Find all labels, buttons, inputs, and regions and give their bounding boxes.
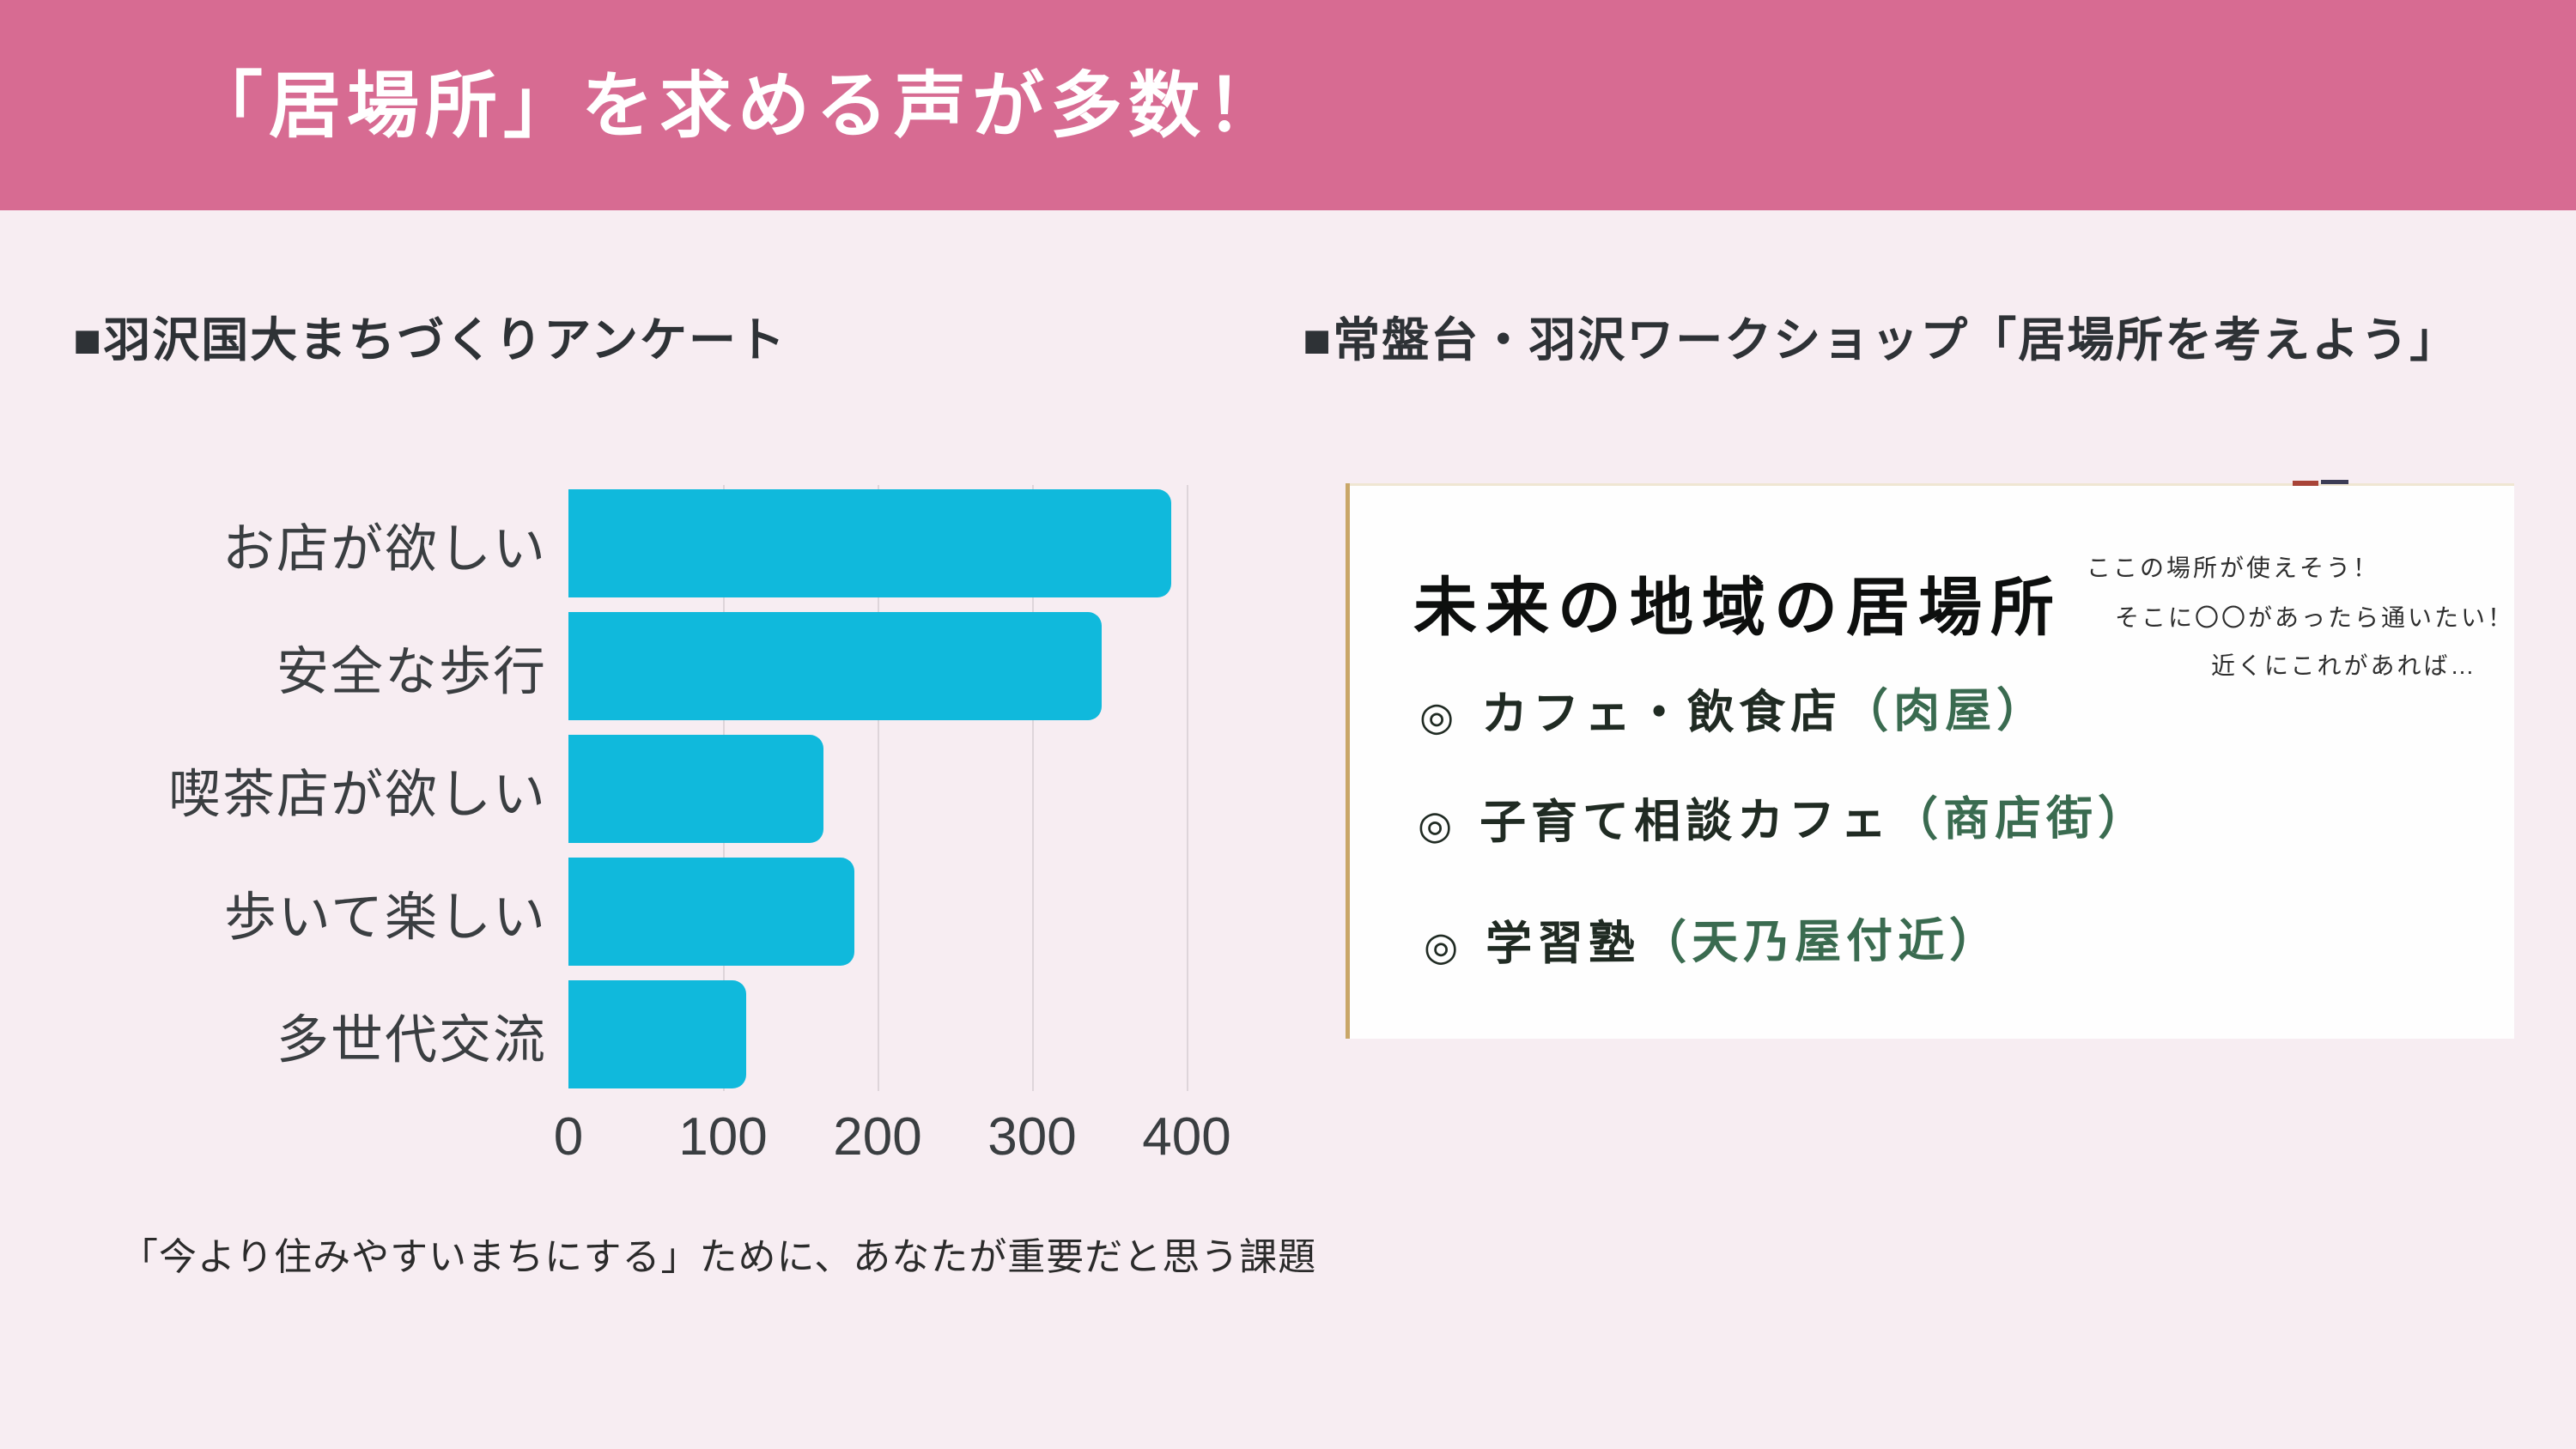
bar-row xyxy=(568,489,1187,597)
survey-section-heading: ■羽沢国大まちづくりアンケート xyxy=(73,313,787,367)
gridline-200 xyxy=(878,485,879,1091)
bar-row xyxy=(568,980,1187,1088)
bullet-circle-icon: ◎ xyxy=(1417,802,1458,847)
cropped-text-mark-red xyxy=(2293,481,2318,486)
bar-安全な歩行 xyxy=(568,612,1102,720)
card-title: 未来の地域の居場所 xyxy=(1413,572,2063,643)
card-bullet-item: ◎ 子育て相談カフェ（商店街） xyxy=(1417,792,2150,849)
card-bullet-item: ◎ 学習塾（天乃屋付近） xyxy=(1423,914,2002,970)
category-label: 歩いて楽しい xyxy=(223,887,547,946)
bar-row xyxy=(568,858,1187,966)
category-label: 安全な歩行 xyxy=(276,641,547,700)
page-title: 「居場所」を求める声が多数！ xyxy=(191,64,1285,146)
card-note-line: そこに〇〇があったら通いたい！ xyxy=(2115,604,2515,631)
bar-喫茶店が欲しい xyxy=(568,735,823,843)
bullet-text: 子育て相談カフェ xyxy=(1479,794,1893,849)
category-label: 喫茶店が欲しい xyxy=(167,764,547,823)
chart-bars xyxy=(568,489,1187,1088)
chart-category-labels: お店が欲しい安全な歩行喫茶店が欲しい歩いて楽しい多世代交流 xyxy=(0,489,547,1088)
bullet-circle-icon: ◎ xyxy=(1419,694,1460,739)
header-band: 「居場所」を求める声が多数！ xyxy=(0,0,2576,210)
card-top-edge xyxy=(1350,483,2514,486)
bar-歩いて楽しい xyxy=(568,858,854,966)
bullet-annotation: （肉屋） xyxy=(1841,684,2049,738)
workshop-section-heading: ■常盤台・羽沢ワークショップ「居場所を考えよう」 xyxy=(1303,313,2459,367)
bullet-annotation: （商店街） xyxy=(1891,792,2150,846)
x-tick-label-200: 200 xyxy=(833,1107,922,1167)
bullet-text: カフェ・飲食店 xyxy=(1480,686,1843,741)
bullet-text: 学習塾 xyxy=(1485,917,1641,970)
workshop-card: 未来の地域の居場所 ここの場所が使えそう！ そこに〇〇があったら通いたい！ 近くにこ… xyxy=(1346,480,2515,1039)
x-tick-label-400: 400 xyxy=(1142,1107,1231,1167)
bar-row xyxy=(568,612,1187,720)
bar-多世代交流 xyxy=(568,980,746,1088)
bar-row xyxy=(568,735,1187,843)
bullet-annotation: （天乃屋付近） xyxy=(1639,914,2002,969)
category-label: お店が欲しい xyxy=(222,518,547,578)
bullet-circle-icon: ◎ xyxy=(1423,924,1464,969)
card-bullet-item: ◎ カフェ・飲食店（肉屋） xyxy=(1419,684,2049,741)
x-tick-label-0: 0 xyxy=(553,1107,584,1167)
chart-caption: 「今より住みやすいまちにする」ために、あなたが重要だと思う課題 xyxy=(120,1236,1317,1278)
x-tick-label-300: 300 xyxy=(987,1107,1077,1167)
gridline-300 xyxy=(1032,485,1034,1091)
gridline-400 xyxy=(1187,485,1188,1091)
card-note-line: 近くにこれがあれば… xyxy=(2211,652,2477,679)
category-label: 多世代交流 xyxy=(276,1009,547,1069)
cropped-text-mark-dark xyxy=(2321,480,2348,484)
bar-お店が欲しい xyxy=(568,489,1171,597)
x-tick-label-100: 100 xyxy=(678,1107,768,1167)
card-note-line: ここの場所が使えそう！ xyxy=(2087,555,2380,581)
